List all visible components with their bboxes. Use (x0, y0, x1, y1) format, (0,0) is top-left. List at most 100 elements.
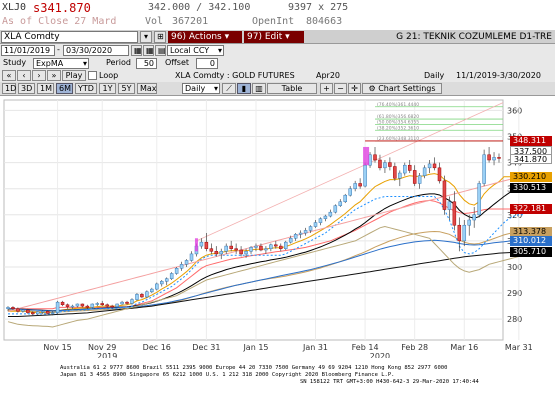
offset-input[interactable]: 0 (196, 58, 218, 69)
moving-average-line (7, 225, 524, 328)
candle-body (283, 241, 288, 249)
period-button-1d[interactable]: 1D (2, 83, 16, 94)
candle-body (150, 288, 154, 292)
chart-settings-button[interactable]: ⚙ Chart Settings (362, 83, 442, 94)
price-tag: 305.710 (510, 247, 552, 258)
loop-checkbox[interactable] (88, 71, 97, 80)
period-button-1y[interactable]: 1Y (99, 83, 116, 94)
edit-number: 97) (247, 32, 262, 42)
candle-body (338, 201, 343, 206)
candle-body (140, 294, 144, 298)
candle-body (497, 157, 501, 159)
dock-icon[interactable]: ⊞ (154, 31, 166, 43)
security-dropdown-arrow[interactable]: ▾ (140, 31, 152, 43)
period-button-1m[interactable]: 1M (37, 83, 54, 94)
table-button[interactable]: Table (267, 83, 317, 94)
currency-select[interactable]: Local CCY ▾ (167, 45, 224, 56)
line-chart-icon[interactable]: ⟋ (222, 83, 236, 94)
earlier-peak-marker (194, 238, 198, 252)
year-label: 2020 (370, 352, 390, 358)
zoom-in-icon[interactable]: + (320, 83, 333, 94)
candle-body (343, 194, 347, 202)
crosshair-icon[interactable]: ✛ (348, 83, 361, 94)
actions-menu[interactable]: 96) Actions ▾ (168, 31, 242, 43)
candle-body (318, 218, 323, 223)
loop-label: Loop (99, 71, 119, 80)
candle-body (393, 166, 397, 179)
calendar-icon[interactable]: ▦ (131, 45, 142, 56)
step-forward-button[interactable]: › (32, 70, 46, 81)
candle-chart-icon[interactable]: ▮ (237, 83, 251, 94)
candle-body (209, 248, 214, 252)
period-button-max[interactable]: Max (137, 83, 157, 94)
edit-menu[interactable]: 97) Edit ▾ (244, 31, 304, 43)
play-label: Play (65, 71, 83, 80)
candle-body (125, 301, 129, 304)
x-tick-label: Jan 15 (242, 343, 268, 352)
candle-body (169, 273, 174, 279)
offset-label: Offset (165, 58, 190, 67)
price-tag: 322.181 (510, 204, 552, 215)
candle-body (467, 219, 471, 226)
year-label: 2019 (97, 352, 117, 358)
fib-level-label: (23.60%)348.3110 (377, 136, 419, 142)
period-label: Period (106, 58, 131, 67)
trend-line (196, 102, 504, 242)
period-button-5y[interactable]: 5Y (118, 83, 135, 94)
open-interest-label: OpenInt (252, 16, 295, 27)
candle-body (244, 251, 248, 255)
period-button-ytd[interactable]: YTD (75, 83, 97, 94)
moving-average-line (7, 175, 524, 312)
end-date-input[interactable]: 03/30/2020 (63, 45, 129, 56)
x-tick-label: Jan 31 (302, 343, 328, 352)
candle-body (21, 309, 25, 312)
calendar-icon-2[interactable]: ▦ (143, 45, 154, 56)
fast-forward-button[interactable]: » (47, 70, 61, 81)
candle-body (288, 238, 293, 243)
period-input[interactable]: 50 (136, 58, 157, 69)
candle-body (219, 251, 224, 255)
step-back-button[interactable]: ‹ (17, 70, 31, 81)
candle-body (160, 281, 164, 285)
zoom-out-icon[interactable]: − (334, 83, 347, 94)
period-button-6m[interactable]: 6M (56, 83, 73, 94)
security-input[interactable]: XLA Comdty (1, 31, 138, 43)
quote-size: 9397 x 275 (288, 2, 349, 13)
candle-body (90, 303, 95, 308)
candle-body (412, 170, 417, 184)
frequency-select[interactable]: Daily ▾ (182, 83, 220, 94)
currency-value: Local CCY (170, 46, 210, 55)
candle-body (462, 224, 467, 242)
volume-value: 367201 (172, 16, 209, 27)
start-date-input[interactable]: 11/01/2019 (1, 45, 55, 56)
footer-phones-1: Australia 61 2 9777 8600 Brazil 5511 239… (60, 365, 448, 371)
candle-body (353, 183, 357, 189)
security-description: XLA Comdty : GOLD FUTURES (175, 71, 295, 80)
candle-body (487, 154, 491, 161)
study-select[interactable]: ExpMA ▾ (33, 58, 89, 69)
candle-body (179, 264, 184, 269)
y-tick-label: 280 (507, 315, 522, 324)
period-button-3d[interactable]: 3D (18, 83, 35, 94)
date-range-bar: 11/01/2019 - 03/30/2020 ▦ ▦ ▤ Local CCY … (0, 44, 555, 57)
candle-body (452, 201, 457, 226)
moving-average-line (8, 251, 524, 317)
candle-body (36, 311, 40, 315)
candle-body (333, 205, 338, 213)
x-tick-label: Dec 31 (192, 343, 220, 352)
gear-icon: ⚙ (368, 84, 376, 93)
rewind-button[interactable]: « (2, 70, 16, 81)
candle-body (75, 303, 80, 307)
x-tick-label: Dec 16 (143, 343, 171, 352)
bar-chart-icon[interactable]: ▥ (252, 83, 266, 94)
candle-body (348, 188, 352, 196)
candle-body (417, 175, 422, 184)
candle-body (378, 159, 382, 169)
price-tag: 313.378 (510, 227, 552, 237)
candle-body (100, 303, 104, 306)
toolbar: XLA Comdty ▾ ⊞ 96) Actions ▾ 97) Edit ▾ … (0, 30, 555, 44)
play-button[interactable]: Play (62, 70, 86, 81)
last-price-icon[interactable]: ▤ (155, 45, 166, 56)
candle-body (214, 251, 219, 255)
